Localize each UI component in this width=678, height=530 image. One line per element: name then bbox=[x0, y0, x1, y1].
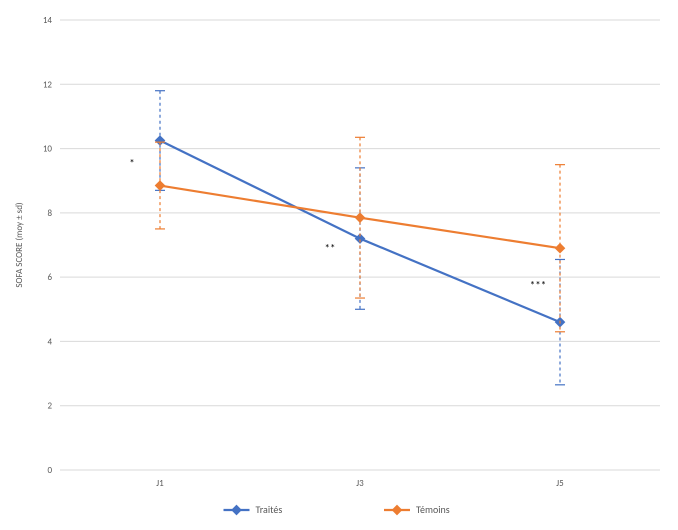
y-axis-title: SOFA SCORE (moy ± sd) bbox=[14, 202, 25, 288]
chart-background bbox=[0, 0, 678, 530]
significance-mark: ** bbox=[325, 242, 336, 255]
significance-mark: *** bbox=[530, 279, 546, 292]
y-tick-label: 10 bbox=[43, 144, 53, 155]
x-tick-label: J3 bbox=[356, 478, 364, 489]
y-tick-label: 2 bbox=[47, 401, 52, 412]
significance-mark: * bbox=[129, 157, 134, 170]
x-tick-label: J5 bbox=[556, 478, 564, 489]
y-tick-label: 14 bbox=[43, 15, 53, 26]
x-tick-label: J1 bbox=[156, 478, 164, 489]
y-tick-label: 8 bbox=[47, 208, 52, 219]
legend-label: Témoins bbox=[416, 503, 450, 516]
y-tick-label: 4 bbox=[47, 336, 52, 347]
y-tick-label: 0 bbox=[47, 465, 52, 476]
legend-label: Traités bbox=[256, 503, 283, 516]
y-tick-label: 12 bbox=[43, 79, 53, 90]
y-tick-label: 6 bbox=[47, 272, 52, 283]
chart-svg: 02468101214J1J3J5SOFA SCORE (moy ± sd)**… bbox=[0, 0, 678, 530]
sofa-score-chart: 02468101214J1J3J5SOFA SCORE (moy ± sd)**… bbox=[0, 0, 678, 530]
